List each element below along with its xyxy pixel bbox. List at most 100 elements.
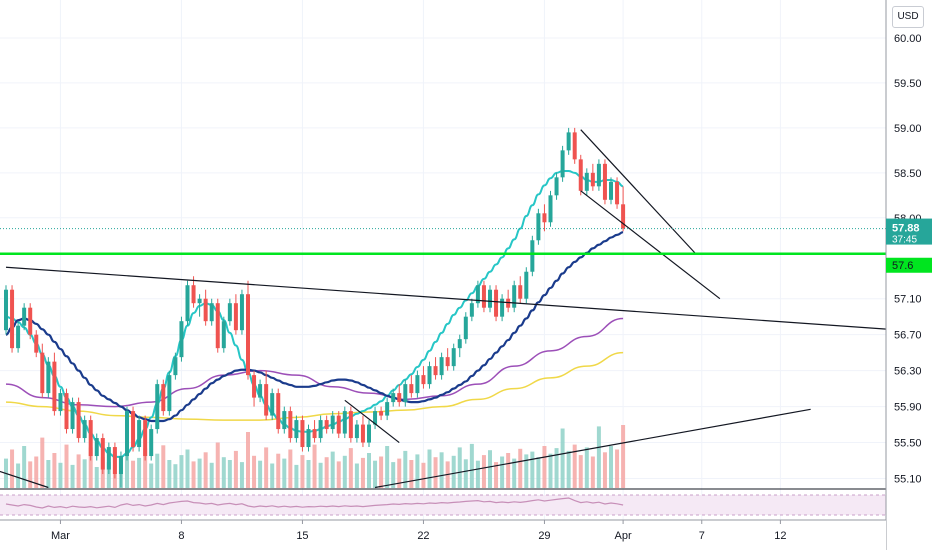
- volume-bar: [58, 462, 63, 488]
- candle-body: [572, 132, 577, 160]
- candle: [300, 415, 305, 452]
- candle-body: [22, 307, 27, 326]
- price-axis[interactable]: 60.0059.5059.0058.5058.0057.1056.7056.30…: [885, 0, 932, 550]
- volume-bar: [379, 456, 384, 488]
- candle-body: [300, 420, 305, 448]
- candle: [475, 280, 480, 308]
- volume-bar: [373, 460, 378, 488]
- candle: [512, 280, 517, 313]
- candle: [100, 433, 105, 475]
- candle: [112, 442, 117, 479]
- volume-bar: [572, 444, 577, 488]
- candle-body: [481, 285, 486, 308]
- volume-bar: [173, 464, 178, 488]
- y-tick-label: 56.70: [894, 330, 922, 342]
- volume-bar: [469, 443, 474, 488]
- candle-body: [258, 384, 263, 398]
- candle: [445, 348, 450, 371]
- volume-bar: [336, 461, 341, 488]
- candle: [252, 370, 257, 407]
- candle: [391, 388, 396, 407]
- candle-body: [324, 420, 329, 430]
- candle: [348, 406, 353, 443]
- candle: [578, 154, 583, 196]
- volume-bar: [34, 456, 39, 488]
- candle: [28, 303, 33, 340]
- candle: [246, 280, 250, 380]
- candle-body: [294, 420, 299, 439]
- candle-body: [264, 384, 269, 416]
- candle: [536, 208, 541, 245]
- trendline[interactable]: [344, 399, 400, 444]
- volume-bar: [548, 453, 553, 488]
- candle-body: [457, 339, 462, 349]
- candle: [354, 420, 359, 443]
- x-tick-label: 15: [296, 530, 308, 542]
- candle-body: [385, 402, 390, 416]
- volume-bar: [360, 457, 365, 488]
- candle-body: [379, 411, 384, 416]
- candle-body: [252, 375, 257, 398]
- candle: [530, 235, 535, 277]
- candle-body: [500, 298, 505, 317]
- candle-body: [469, 303, 474, 317]
- volume-bar: [409, 460, 414, 488]
- candle-body: [391, 393, 396, 403]
- volume-bar: [348, 448, 353, 488]
- candle-body: [451, 348, 456, 367]
- volume-bar: [179, 455, 184, 488]
- time-axis[interactable]: Mar 8 15 22 29 Apr 7 12: [0, 519, 886, 550]
- support-line[interactable]: [0, 228, 886, 256]
- candle: [409, 375, 414, 398]
- candle-body: [542, 213, 547, 223]
- volume-bar: [621, 425, 626, 488]
- candle-body: [58, 393, 63, 412]
- candle-body: [82, 420, 87, 439]
- trendline[interactable]: [0, 470, 49, 489]
- volume-bar: [318, 462, 323, 488]
- trendline[interactable]: [580, 190, 721, 300]
- x-tick-label: Apr: [615, 530, 632, 542]
- candle: [264, 370, 269, 421]
- candle-body: [512, 285, 517, 308]
- candle-body: [336, 415, 341, 434]
- volume-bar: [596, 426, 601, 488]
- candle: [276, 388, 281, 434]
- candle: [421, 366, 426, 389]
- trendlines[interactable]: [0, 129, 902, 489]
- volume-bar: [125, 440, 129, 488]
- candle: [82, 415, 87, 443]
- volume-bar: [64, 444, 69, 488]
- candle: [506, 289, 511, 313]
- candle: [397, 384, 402, 407]
- volume-bar: [40, 437, 45, 488]
- volume-bar: [488, 450, 492, 488]
- candle-body: [578, 159, 583, 191]
- candle-body: [312, 429, 317, 439]
- candle-body: [137, 420, 142, 448]
- y-tick-label: 58.50: [894, 168, 922, 180]
- volume-bar: [433, 457, 438, 488]
- candle-body: [518, 285, 523, 299]
- volume-bar: [70, 464, 75, 488]
- currency-button[interactable]: USD: [892, 6, 924, 28]
- volume-bar: [542, 446, 547, 488]
- volume-bar: [258, 460, 263, 488]
- trendline[interactable]: [580, 129, 697, 255]
- candle: [548, 190, 553, 227]
- trendline[interactable]: [374, 408, 811, 489]
- candle-body: [373, 411, 378, 425]
- candle-body: [475, 285, 480, 304]
- volume-bar: [342, 455, 347, 488]
- volume-bar: [536, 457, 541, 488]
- last-price-label: 57.88: [892, 223, 920, 235]
- candle: [149, 424, 154, 461]
- x-tick-label: 8: [178, 530, 184, 542]
- candle: [584, 168, 589, 196]
- candle-body: [609, 181, 613, 200]
- volume-bar: [457, 447, 462, 488]
- trendline[interactable]: [5, 266, 902, 331]
- ma-yellow-line: [5, 351, 624, 421]
- candle: [367, 420, 371, 448]
